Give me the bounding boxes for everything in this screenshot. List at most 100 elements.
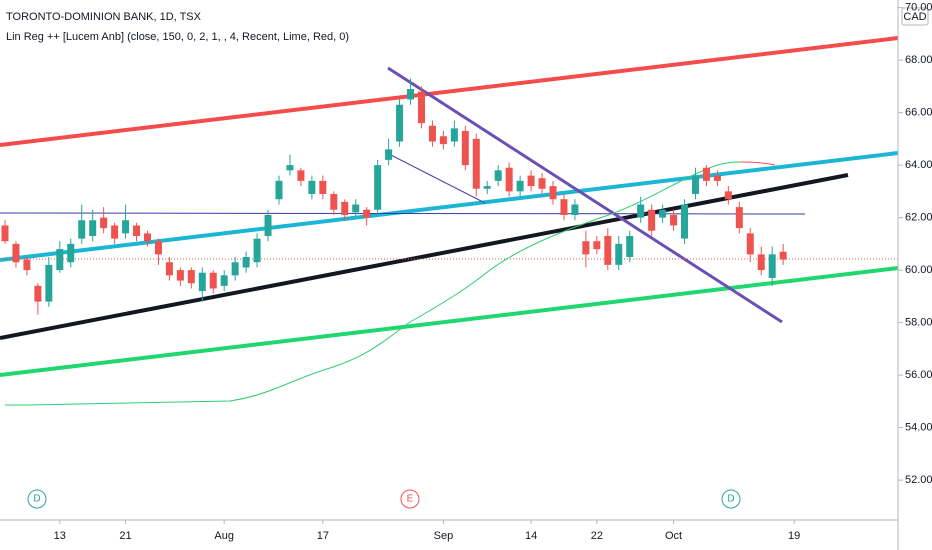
candle-body xyxy=(242,256,250,268)
candle-body xyxy=(143,233,151,242)
event-label: D xyxy=(33,494,40,505)
lower-regression-line xyxy=(0,266,899,377)
candle-body xyxy=(209,272,217,289)
indicator-label: Lin Reg ++ [Lucem Anb] (close, 150, 0, 2… xyxy=(6,31,349,43)
y-tick-label: 68.00 xyxy=(905,54,932,66)
candle-body xyxy=(264,214,272,236)
candle-body xyxy=(428,125,436,142)
candle-body xyxy=(231,262,239,276)
trend-line-thin xyxy=(384,151,486,204)
event-marker[interactable] xyxy=(27,489,47,509)
candle-body xyxy=(396,104,404,142)
plot-area xyxy=(0,36,899,406)
candle-body xyxy=(407,88,415,100)
candle-body xyxy=(78,220,86,239)
candle-body xyxy=(571,204,579,215)
candle-body xyxy=(582,241,590,255)
candle-body xyxy=(626,235,634,257)
upper-regression-line xyxy=(0,36,899,147)
moving-average xyxy=(5,161,741,406)
y-tick-label: 56.00 xyxy=(905,369,932,381)
candle-body xyxy=(713,175,721,181)
candle-body xyxy=(549,186,557,200)
chart-title: TORONTO-DOMINION BANK, 1D, TSX xyxy=(6,11,202,23)
candle-body xyxy=(439,136,447,145)
candle-body xyxy=(691,175,699,194)
y-tick-label: 58.00 xyxy=(905,317,932,329)
trend-line xyxy=(387,66,783,324)
candle-body xyxy=(615,243,623,265)
candle-body xyxy=(648,209,656,231)
candle-body xyxy=(757,254,765,271)
x-tick-label: 21 xyxy=(119,530,131,542)
candle-body xyxy=(133,225,141,236)
candle-body xyxy=(363,209,371,218)
candle-body xyxy=(560,199,568,215)
x-tick-label: 13 xyxy=(54,530,66,542)
candle-body xyxy=(681,204,689,239)
candle-body xyxy=(779,251,787,260)
horizontal-line xyxy=(0,212,806,215)
candle-body xyxy=(417,91,425,124)
candle-body xyxy=(735,207,743,229)
candle-body xyxy=(12,243,20,263)
candle-body xyxy=(319,180,327,194)
candle-body xyxy=(538,178,546,189)
candle-body xyxy=(494,170,502,181)
y-tick-label: 52.00 xyxy=(905,474,932,486)
candle-body xyxy=(527,175,535,187)
candle-body xyxy=(165,262,173,276)
candle-body xyxy=(176,270,184,281)
candle-body xyxy=(472,138,480,189)
candle-body xyxy=(516,180,524,192)
y-tick-label: 54.00 xyxy=(905,422,932,434)
candle-body xyxy=(89,220,97,236)
event-label: E xyxy=(407,494,414,505)
candle-body xyxy=(1,225,9,242)
candle-body xyxy=(768,254,776,278)
candle-body xyxy=(385,149,393,160)
x-tick-label: Oct xyxy=(665,530,682,542)
candle-body xyxy=(34,285,42,302)
candle-body xyxy=(702,167,710,181)
candle-body xyxy=(45,264,53,302)
candle-body xyxy=(461,130,469,166)
candle-body xyxy=(670,214,678,226)
candle-body xyxy=(593,241,601,250)
candle-body xyxy=(220,275,228,286)
candle-body xyxy=(341,201,349,215)
candle-body xyxy=(187,270,195,284)
regression-line xyxy=(0,173,849,340)
x-tick-label: Sep xyxy=(434,530,454,542)
candle-body xyxy=(275,180,283,200)
candle-body xyxy=(505,167,513,192)
y-tick-label: 60.00 xyxy=(905,264,932,276)
currency-box xyxy=(901,7,929,26)
currency-label: CAD xyxy=(903,11,926,23)
candle-body xyxy=(122,220,130,234)
candle-body xyxy=(56,249,64,271)
candle-body xyxy=(637,204,645,218)
x-tick-label: 14 xyxy=(525,530,537,542)
candle-body xyxy=(604,235,612,265)
x-tick-label: 22 xyxy=(591,530,603,542)
x-tick-label: 17 xyxy=(317,530,329,542)
candle-body xyxy=(352,204,360,213)
candle-body xyxy=(297,170,305,181)
candle-body xyxy=(67,243,75,263)
candle-body xyxy=(374,165,382,210)
event-label: D xyxy=(727,494,734,505)
event-marker[interactable] xyxy=(721,489,741,509)
candle-body xyxy=(746,233,754,255)
candle-body xyxy=(253,238,261,263)
candle-body xyxy=(659,209,667,218)
candle-body xyxy=(483,186,491,189)
event-marker[interactable] xyxy=(400,489,420,509)
candle-body xyxy=(111,225,119,239)
mid-upper-line xyxy=(0,151,899,262)
candle-body xyxy=(330,193,338,210)
candle-body xyxy=(100,217,108,229)
moving-average-tail xyxy=(739,161,776,166)
